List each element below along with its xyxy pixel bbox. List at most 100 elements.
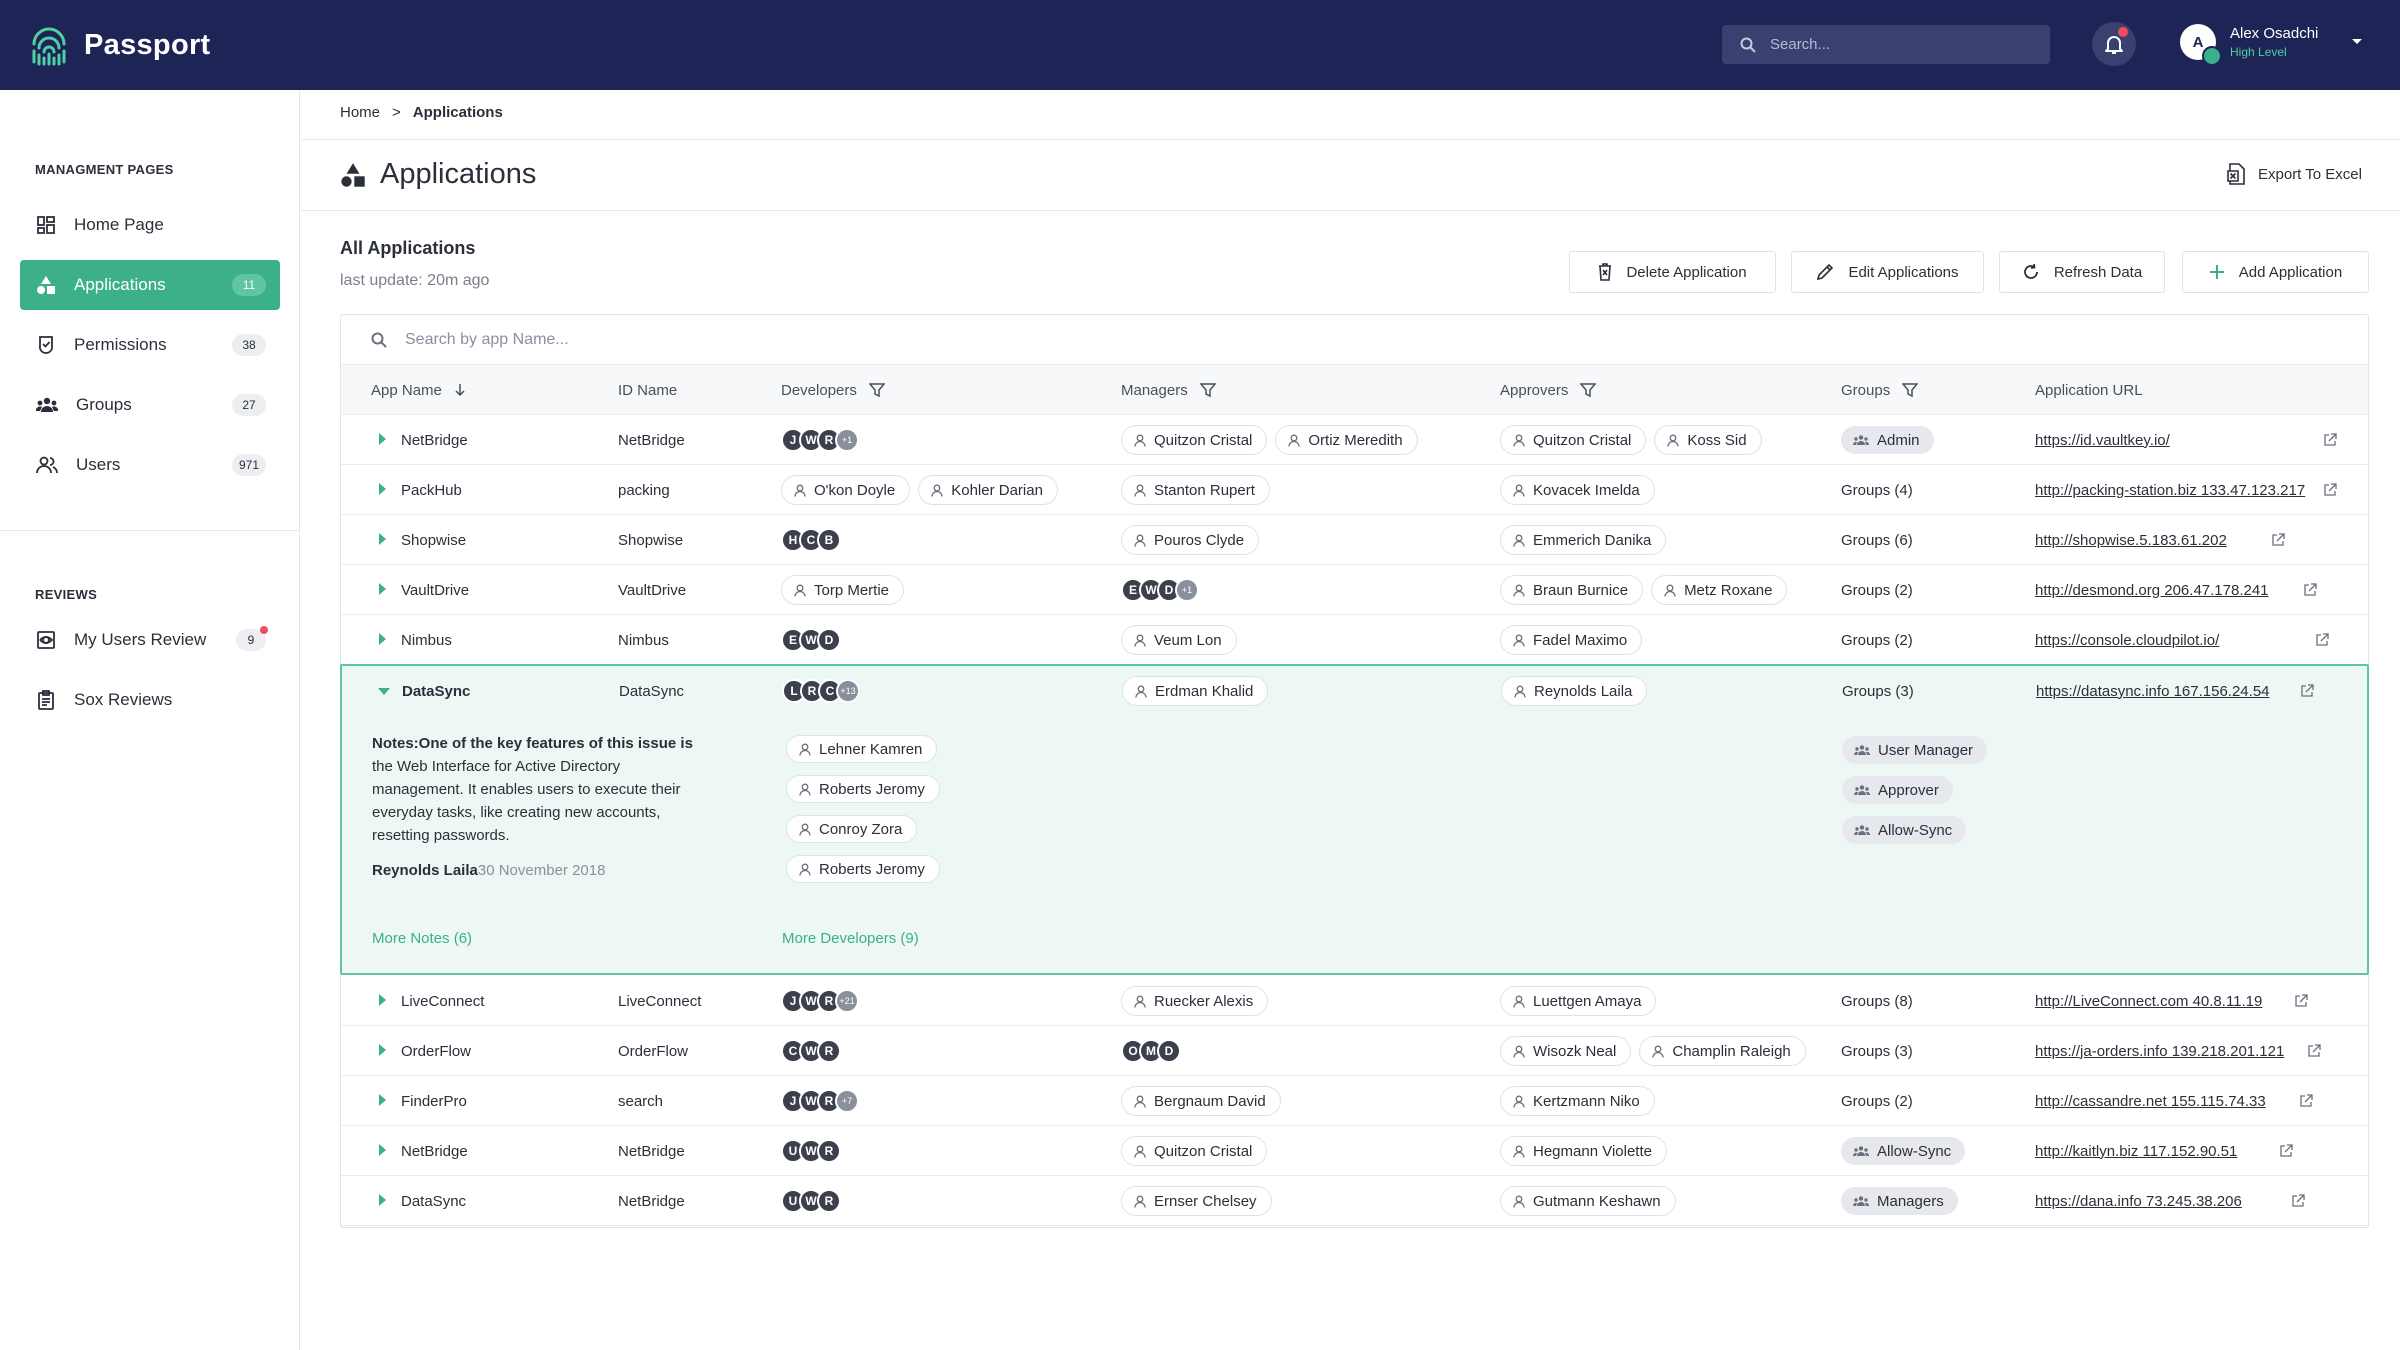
sidebar-item-groups[interactable]: Groups 27 [20, 380, 280, 430]
person-chip[interactable]: Gutmann Keshawn [1500, 1186, 1676, 1216]
external-link-icon[interactable] [2315, 633, 2329, 652]
expand-caret-icon[interactable] [379, 583, 386, 595]
expand-caret-icon[interactable] [379, 994, 386, 1006]
external-link-icon[interactable] [2271, 533, 2285, 552]
breadcrumb-home[interactable]: Home [340, 104, 381, 121]
person-chip[interactable]: Erdman Khalid [1122, 676, 1269, 706]
app-name[interactable]: OrderFlow [401, 1042, 472, 1060]
avatar-stack[interactable]: L R C +13 [782, 679, 860, 703]
application-url-link[interactable]: https://ja-orders.info 139.218.201.121 [2035, 1042, 2285, 1060]
external-link-icon[interactable] [2323, 483, 2337, 502]
person-chip[interactable]: Roberts Jeromy [786, 855, 940, 883]
group-chip[interactable]: Allow-Sync [1841, 1137, 1966, 1165]
groups-count[interactable]: Groups (2) [1841, 1092, 1913, 1110]
avatar-stack[interactable]: J W R +1 [781, 428, 859, 452]
notifications-button[interactable] [2092, 22, 2136, 66]
external-link-icon[interactable] [2300, 684, 2314, 703]
collapse-caret-icon[interactable] [378, 688, 390, 695]
expand-caret-icon[interactable] [379, 1044, 386, 1056]
person-chip[interactable]: Conroy Zora [786, 815, 918, 843]
avatar-stack[interactable]: J W R +21 [781, 989, 859, 1013]
app-name[interactable]: VaultDrive [401, 581, 470, 599]
person-chip[interactable]: Quitzon Cristal [1121, 1136, 1268, 1166]
groups-count[interactable]: Groups (3) [1841, 1042, 1913, 1060]
person-chip[interactable]: Pouros Clyde [1121, 525, 1260, 555]
app-name[interactable]: Shopwise [401, 531, 467, 549]
expand-caret-icon[interactable] [379, 633, 386, 645]
person-chip[interactable]: Koss Sid [1654, 425, 1762, 455]
person-chip[interactable]: Emmerich Danika [1500, 525, 1667, 555]
table-row[interactable]: DataSync DataSync L R C +13 Erdman Khalid Reyno… [340, 664, 2369, 975]
table-row[interactable]: DataSync NetBridge U W R Ernser Chelsey Gutman… [341, 1176, 2368, 1226]
export-to-excel-button[interactable]: Export To Excel [2226, 163, 2362, 185]
table-row[interactable]: PackHub packing O'kon Doyle Kohler Darian St… [341, 465, 2368, 515]
app-name[interactable]: DataSync [402, 682, 471, 700]
sidebar-item-my-users-review[interactable]: My Users Review 9 [20, 615, 280, 665]
person-chip[interactable]: Braun Burnice [1500, 575, 1644, 605]
avatar-stack[interactable]: J W R +7 [781, 1089, 859, 1113]
groups-count[interactable]: Groups (4) [1841, 481, 1913, 499]
person-chip[interactable]: Ernser Chelsey [1121, 1186, 1272, 1216]
table-row[interactable]: VaultDrive VaultDrive Torp Mertie E W D +1 Brau… [341, 565, 2368, 615]
external-link-icon[interactable] [2291, 1194, 2305, 1213]
refresh-data-button[interactable]: Refresh Data [1999, 251, 2165, 293]
more-developers-link[interactable]: More Developers (9) [782, 930, 919, 947]
user-menu[interactable]: A Alex Osadchi High Level [2180, 24, 2364, 66]
application-url-link[interactable]: https://id.vaultkey.io/ [2035, 431, 2170, 449]
application-url-link[interactable]: https://console.cloudpilot.io/ [2035, 631, 2220, 649]
person-chip[interactable]: Champlin Raleigh [1639, 1036, 1806, 1066]
expand-caret-icon[interactable] [379, 483, 386, 495]
header-managers[interactable]: Managers [1121, 365, 1216, 415]
add-application-button[interactable]: Add Application [2182, 251, 2369, 293]
app-name[interactable]: NetBridge [401, 1142, 468, 1160]
person-chip[interactable]: Kertzmann Niko [1500, 1086, 1655, 1116]
groups-count[interactable]: Groups (6) [1841, 531, 1913, 549]
external-link-icon[interactable] [2323, 433, 2337, 452]
header-app-name[interactable]: App Name [371, 365, 466, 415]
expand-caret-icon[interactable] [379, 1094, 386, 1106]
sidebar-item-sox-reviews[interactable]: Sox Reviews [20, 675, 280, 725]
logo[interactable]: Passport [28, 24, 211, 66]
person-chip[interactable]: Ruecker Alexis [1121, 986, 1269, 1016]
more-notes-link[interactable]: More Notes (6) [372, 930, 473, 947]
table-row[interactable]: LiveConnect LiveConnect J W R +21 Ruecker Alex… [341, 976, 2368, 1026]
person-chip[interactable]: Ortiz Meredith [1275, 425, 1418, 455]
sidebar-item-applications[interactable]: Applications 11 [20, 260, 280, 310]
person-chip[interactable]: Metz Roxane [1651, 575, 1788, 605]
person-chip[interactable]: Reynolds Laila [1501, 676, 1648, 706]
person-chip[interactable]: O'kon Doyle [781, 475, 911, 505]
person-chip[interactable]: Wisozk Neal [1500, 1036, 1632, 1066]
person-chip[interactable]: Roberts Jeromy [786, 775, 940, 803]
application-url-link[interactable]: http://desmond.org 206.47.178.241 [2035, 581, 2269, 599]
external-link-icon[interactable] [2307, 1044, 2321, 1063]
app-name[interactable]: PackHub [401, 481, 462, 499]
chevron-down-icon[interactable] [2350, 37, 2364, 47]
table-row[interactable]: Shopwise Shopwise H C B Pouros Clyde Emmerich … [341, 515, 2368, 565]
table-row[interactable]: OrderFlow OrderFlow C W R O M D Wisozk Neal Champ… [341, 1026, 2368, 1076]
application-url-link[interactable]: http://shopwise.5.183.61.202 [2035, 531, 2227, 549]
person-chip[interactable]: Quitzon Cristal [1121, 425, 1268, 455]
groups-count[interactable]: Groups (2) [1841, 631, 1913, 649]
table-row[interactable]: NetBridge NetBridge U W R Quitzon Cristal Hegm… [341, 1126, 2368, 1176]
expand-caret-icon[interactable] [379, 433, 386, 445]
edit-applications-button[interactable]: Edit Applications [1791, 251, 1984, 293]
app-name[interactable]: NetBridge [401, 431, 468, 449]
expand-caret-icon[interactable] [379, 533, 386, 545]
external-link-icon[interactable] [2303, 583, 2317, 602]
expand-caret-icon[interactable] [379, 1144, 386, 1156]
application-url-link[interactable]: https://dana.info 73.245.38.206 [2035, 1192, 2242, 1210]
group-chip[interactable]: Admin [1841, 426, 1934, 454]
person-chip[interactable]: Kovacek Imelda [1500, 475, 1655, 505]
person-chip[interactable]: Kohler Darian [918, 475, 1058, 505]
expand-caret-icon[interactable] [379, 1194, 386, 1206]
table-search[interactable]: Search by app Name... [341, 315, 2368, 365]
external-link-icon[interactable] [2294, 994, 2308, 1013]
sidebar-item-permissions[interactable]: Permissions 38 [20, 320, 280, 370]
application-url-link[interactable]: http://packing-station.biz 133.47.123.21… [2035, 481, 2306, 499]
